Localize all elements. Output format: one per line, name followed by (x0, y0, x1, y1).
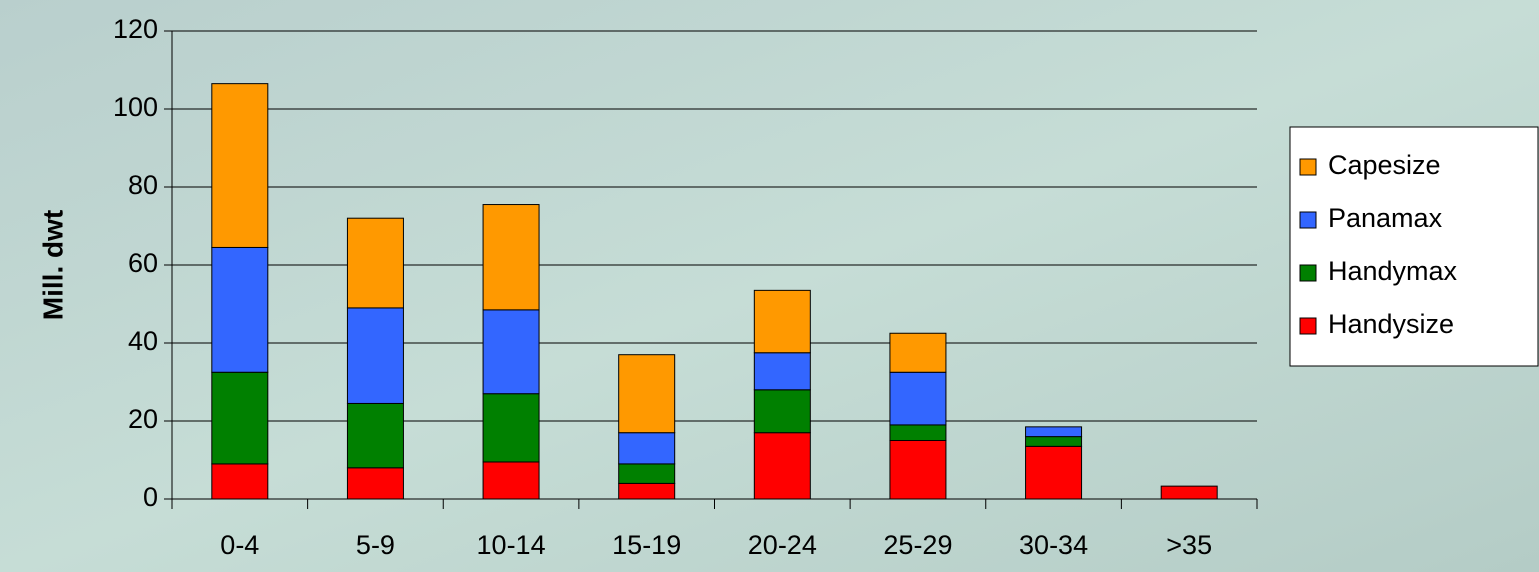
y-tick-label: 60 (128, 248, 158, 278)
bar-segment (1026, 437, 1082, 447)
x-tick-label: 30-34 (1019, 530, 1088, 560)
bar-segment (754, 390, 810, 433)
legend-swatch (1300, 318, 1316, 334)
bar-segment (890, 425, 946, 441)
legend-label: Handymax (1328, 256, 1458, 286)
bar-segment (212, 84, 268, 248)
bar-segment (483, 462, 539, 499)
x-tick-label: 5-9 (356, 530, 395, 560)
bar-segment (619, 433, 675, 464)
chart: Mill. dwt 0 20 40 60 80 100 120 0-4 5-9 10-14 15-1… (0, 0, 1539, 572)
bar-segment (890, 333, 946, 372)
x-tick-label: 15-19 (612, 530, 681, 560)
legend-swatch (1300, 265, 1316, 281)
x-tick-label: 20-24 (748, 530, 817, 560)
bar-segment (347, 468, 403, 499)
y-tick-label: 100 (113, 92, 158, 122)
bar-segment (754, 353, 810, 390)
y-axis-title: Mill. dwt (37, 210, 68, 320)
bar-segment (212, 372, 268, 464)
x-tick-label: 25-29 (883, 530, 952, 560)
bar-segment (619, 483, 675, 499)
legend-label: Capesize (1328, 150, 1441, 180)
bar-segment (1026, 427, 1082, 437)
bar-segment (1026, 446, 1082, 499)
bar-segment (1161, 486, 1217, 499)
bar-segment (483, 394, 539, 462)
bar-segment (347, 218, 403, 308)
bar-segment (890, 372, 946, 425)
bar-segment (347, 403, 403, 467)
x-tick-label: 10-14 (477, 530, 546, 560)
bar-segment (890, 441, 946, 500)
y-tick-label: 80 (128, 170, 158, 200)
y-tick-label: 40 (128, 326, 158, 356)
bar-segment (754, 290, 810, 352)
legend-label: Panamax (1328, 203, 1443, 233)
bar-segment (619, 355, 675, 433)
bar-segment (483, 205, 539, 310)
y-tick-label: 20 (128, 404, 158, 434)
bar-segment (212, 464, 268, 499)
bar-segment (754, 433, 810, 499)
x-tick-label: 0-4 (220, 530, 259, 560)
legend-swatch (1300, 159, 1316, 175)
x-tick-label: >35 (1166, 530, 1212, 560)
bar-segment (212, 247, 268, 372)
y-tick-label: 120 (113, 14, 158, 44)
bar-segment (619, 464, 675, 484)
bar-segment (347, 308, 403, 404)
bar-segment (483, 310, 539, 394)
legend-swatch (1300, 212, 1316, 228)
legend-label: Handysize (1328, 309, 1454, 339)
y-tick-label: 0 (143, 482, 158, 512)
